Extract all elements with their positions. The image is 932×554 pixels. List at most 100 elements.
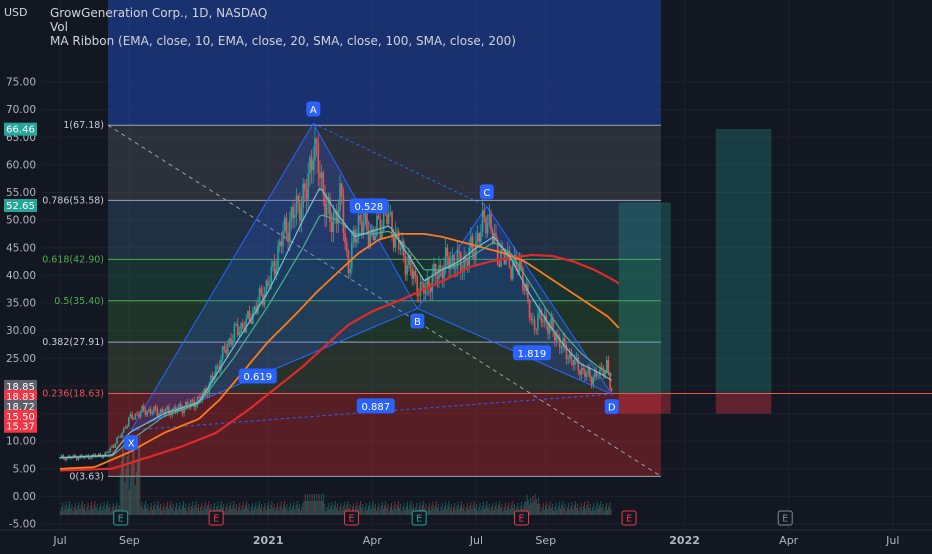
candle-body xyxy=(490,214,492,231)
candle-body xyxy=(548,324,551,334)
volume-bar xyxy=(599,505,600,515)
volume-bar xyxy=(588,508,590,515)
volume-bar xyxy=(494,506,496,515)
candle-body xyxy=(475,241,477,260)
volume-bar xyxy=(547,509,549,515)
volume-bar xyxy=(543,510,545,515)
harmonic-point-a[interactable]: A xyxy=(306,101,321,117)
harmonic-point-b[interactable]: B xyxy=(410,313,425,329)
volume-bar xyxy=(573,505,575,515)
volume-bar xyxy=(226,503,228,515)
harmonic-ratio[interactable]: 1.819 xyxy=(512,345,551,361)
volume-bar xyxy=(101,510,103,515)
projection-target-zone[interactable] xyxy=(715,128,772,394)
harmonic-point-label: D xyxy=(608,403,616,414)
symbol-title[interactable]: GrowGeneration Corp., 1D, NASDAQ xyxy=(50,6,268,20)
volume-bar xyxy=(189,510,191,515)
candle-body xyxy=(391,211,393,238)
volume-bar xyxy=(332,509,334,515)
candle-body xyxy=(594,371,596,378)
price-tag[interactable]: 18.85 xyxy=(4,379,37,393)
price-tag[interactable]: 15.50 xyxy=(4,409,37,423)
ema10-line[interactable] xyxy=(59,188,613,459)
volume-bar xyxy=(474,508,476,515)
candle-body xyxy=(148,409,150,411)
earnings-marker[interactable]: E xyxy=(411,510,427,526)
projection-stop-zone[interactable] xyxy=(618,393,671,414)
harmonic-ratio[interactable]: 0.619 xyxy=(238,368,277,384)
volume-bar xyxy=(427,507,429,515)
candle-body xyxy=(126,426,128,429)
sma200-line[interactable] xyxy=(59,253,620,472)
volume-bar xyxy=(579,507,581,515)
candle-body xyxy=(350,242,353,269)
volume-bar xyxy=(361,508,363,515)
x-axis[interactable]: Jul Sep 2021 Apr Jul Sep 2022 Apr Jul xyxy=(0,529,932,547)
candle-body xyxy=(491,230,494,243)
ema20-line[interactable] xyxy=(59,214,613,459)
harmonic-ratio[interactable]: 0.887 xyxy=(356,398,395,414)
earnings-label: E xyxy=(519,514,525,525)
candle-body xyxy=(335,210,338,224)
harmonic-point-x[interactable]: X xyxy=(124,435,139,451)
volume-indicator-label[interactable]: Vol xyxy=(50,20,68,34)
volume-bar xyxy=(174,507,176,515)
volume-bar xyxy=(330,506,332,515)
volume-bar xyxy=(116,502,118,515)
sma100-line[interactable] xyxy=(59,233,620,470)
volume-bar xyxy=(308,501,310,515)
price-tag[interactable]: 52.65 xyxy=(4,198,37,212)
y-axis[interactable]: -5.000.005.0010.0015.0020.0025.0030.0035… xyxy=(6,77,36,531)
volume-bar xyxy=(469,506,471,515)
harmonic-point-badge xyxy=(124,435,139,451)
price-tag[interactable]: 18.72 xyxy=(4,399,37,413)
volume-bar xyxy=(331,502,333,515)
price-tag-label: 18.83 xyxy=(6,392,35,403)
earnings-marker[interactable]: E xyxy=(208,510,224,526)
earnings-marker[interactable]: E xyxy=(777,510,793,526)
harmonic-ratio[interactable]: 0.528 xyxy=(349,198,388,214)
y-tick-label: 35.00 xyxy=(6,298,36,310)
volume-bar xyxy=(208,501,210,515)
volume-bar xyxy=(177,510,179,515)
volume-bar xyxy=(205,509,207,515)
price-tag-bg xyxy=(4,419,37,433)
price-tag[interactable]: 66.46 xyxy=(4,122,37,136)
volume-bar xyxy=(103,502,105,515)
earnings-marker[interactable]: E xyxy=(343,510,359,526)
candle-body xyxy=(77,457,80,460)
volume-bar xyxy=(237,511,238,515)
fib-retracement[interactable]: 1(67.18) 0.786(53.58) 0.618(42.90) 0.5(35.4… xyxy=(42,0,662,482)
price-tag[interactable]: 18.83 xyxy=(4,389,37,403)
candle-body xyxy=(565,345,568,359)
candle-body xyxy=(305,189,308,200)
earnings-marker[interactable]: E xyxy=(621,510,637,526)
projection-stop-zone[interactable] xyxy=(715,393,772,414)
y-tick-label: 0.00 xyxy=(13,491,36,503)
earnings-marker[interactable]: E xyxy=(113,510,129,526)
harmonic-point-d[interactable]: D xyxy=(604,399,619,415)
volume-bar xyxy=(172,504,174,515)
harmonic-ratio-label: 0.887 xyxy=(361,402,390,413)
earnings-marker[interactable]: E xyxy=(514,510,530,526)
candle-body xyxy=(386,213,388,225)
volume-bar xyxy=(297,508,299,515)
harmonic-point-c[interactable]: C xyxy=(479,184,494,200)
candle-body xyxy=(216,365,219,367)
candle-body xyxy=(186,402,189,406)
price-tag[interactable]: 15.37 xyxy=(4,419,37,433)
volume-bar xyxy=(112,503,114,515)
projection-target-zone[interactable] xyxy=(618,202,671,394)
volume-bar xyxy=(468,510,469,515)
volume-bar xyxy=(511,501,513,515)
candle-body xyxy=(555,335,558,341)
volume-bar xyxy=(473,501,475,515)
candle-body xyxy=(511,263,514,280)
candle-body xyxy=(501,249,504,252)
volume-bar xyxy=(382,509,384,515)
candle-body xyxy=(324,194,326,216)
candle-body xyxy=(369,235,372,248)
ma-ribbon-indicator-label[interactable]: MA Ribbon (EMA, close, 10, EMA, close, 2… xyxy=(50,34,516,48)
